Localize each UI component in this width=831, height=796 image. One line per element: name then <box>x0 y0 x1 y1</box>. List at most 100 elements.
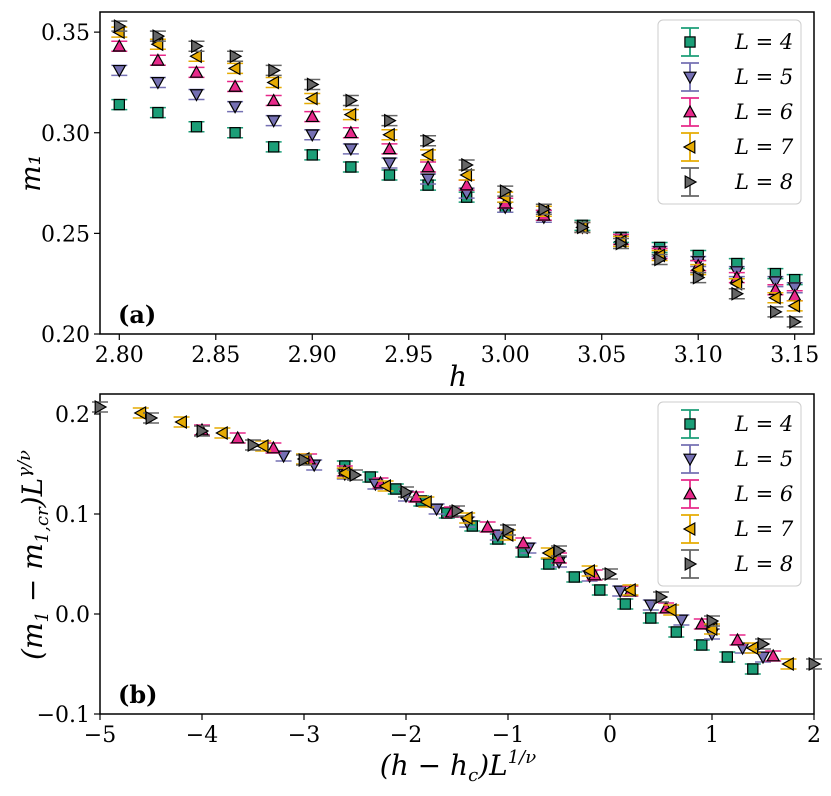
legend-item-3: L = 6 <box>681 479 793 509</box>
data-point <box>670 626 683 638</box>
data-point <box>674 614 689 628</box>
data-point <box>228 79 243 92</box>
panel-a-xtick-label: 2.80 <box>95 343 144 368</box>
data-point <box>459 167 473 183</box>
panel-b-legend-box <box>657 401 802 587</box>
data-point <box>189 65 204 78</box>
panel-a-series-1 <box>111 98 803 286</box>
data-point <box>582 563 596 579</box>
panel-b-xtick-label: −4 <box>186 723 218 748</box>
data-point <box>343 107 357 122</box>
panel-a-xtick-label: 2.90 <box>288 343 337 368</box>
data-point <box>747 663 759 675</box>
data-point <box>152 29 166 44</box>
panel-b-points <box>92 399 822 675</box>
data-point <box>247 437 261 453</box>
data-point <box>113 98 125 111</box>
legend-marker <box>682 139 696 155</box>
data-point <box>499 184 513 199</box>
data-point <box>516 535 531 549</box>
legend-label: L = 7 <box>734 517 794 541</box>
data-point <box>306 77 320 92</box>
panel-a-series-5 <box>111 19 803 329</box>
legend-item-4: L = 7 <box>681 132 794 162</box>
panel-b-ticks: −5 −4 −3 −2 −1 0 1 2 −0.1 0.0 0.1 0.2 <box>37 403 821 748</box>
data-point <box>654 252 667 267</box>
data-point <box>112 38 127 52</box>
panel-b-xlabel: (h − hc)L1/ν <box>380 747 536 786</box>
panel-b-xtick-label: −3 <box>288 723 320 748</box>
panel-b-xtick-label: −2 <box>390 723 422 748</box>
legend-label: L = 5 <box>734 65 793 89</box>
data-point <box>112 64 127 78</box>
data-point <box>215 425 228 441</box>
data-point <box>696 639 708 651</box>
panel-b-legend: L = 4 L = 5 L = 6 L = 7 L = 8 <box>657 401 802 587</box>
data-point <box>553 543 567 559</box>
data-point <box>502 522 516 538</box>
data-point <box>268 63 281 78</box>
panel-b-xtick-label: 1 <box>705 723 719 748</box>
data-point <box>230 430 245 444</box>
data-point <box>345 161 357 173</box>
legend-label: L = 6 <box>734 482 793 506</box>
data-point <box>174 414 187 430</box>
data-point <box>730 632 745 646</box>
panel-a-legend: L = 4 L = 5 L = 6 L = 7 L = 8 <box>657 19 802 205</box>
data-point <box>787 282 802 295</box>
data-point <box>643 599 658 613</box>
legend-marker <box>682 104 698 118</box>
panel-a-frame <box>99 11 815 335</box>
panel-b: −5 −4 −3 −2 −1 0 1 2−0.10.00.10.2 (h − hc)L1/ν … <box>14 393 822 786</box>
legend-marker <box>682 521 696 537</box>
data-point <box>364 471 377 483</box>
data-point <box>400 484 414 500</box>
data-point <box>768 276 783 289</box>
data-point <box>766 648 781 662</box>
data-point <box>451 503 465 519</box>
data-point <box>378 478 391 494</box>
panel-a-ytick-label: 0.35 <box>41 21 90 46</box>
data-point <box>757 636 771 652</box>
data-point <box>594 584 606 596</box>
data-point <box>422 133 436 148</box>
legend-item-2: L = 5 <box>681 62 793 92</box>
panel-a-legend-box <box>657 19 802 205</box>
legend-label: L = 4 <box>734 30 793 54</box>
data-point <box>267 141 280 153</box>
data-point <box>421 173 436 187</box>
data-point <box>706 613 720 629</box>
data-point <box>745 640 759 656</box>
data-point <box>755 651 771 665</box>
panel-b-ytick-label: 0.1 <box>55 503 90 528</box>
panel-a-xtick-label: 3.10 <box>674 343 723 368</box>
panel-a-xlabel: h <box>449 360 467 393</box>
data-point <box>305 109 320 123</box>
panel-b-series-5 <box>92 399 822 672</box>
data-point <box>349 467 363 483</box>
panel-a-ylabel: m₁ <box>14 154 47 192</box>
legend-label: L = 6 <box>734 100 793 124</box>
data-point <box>480 519 495 533</box>
panel-a-xtick-label: 2.85 <box>191 343 240 368</box>
data-point <box>459 177 474 191</box>
panel-a-label: (a) <box>118 300 156 329</box>
panel-b-frame <box>99 393 815 715</box>
panel-b-ytick-label: −0.1 <box>37 703 90 728</box>
data-point <box>623 582 636 598</box>
data-point <box>305 91 318 106</box>
legend-marker <box>682 486 698 500</box>
data-point <box>663 602 677 618</box>
data-point <box>382 157 397 171</box>
legend-label: L = 8 <box>734 170 793 194</box>
legend-marker <box>684 36 696 48</box>
data-point <box>655 589 669 605</box>
legend-item-1: L = 4 <box>681 409 793 439</box>
data-point <box>538 202 552 217</box>
data-point <box>383 169 396 181</box>
data-point <box>461 157 474 172</box>
data-point <box>266 440 281 454</box>
legend-label: L = 7 <box>734 135 794 159</box>
panel-b-xtick-label: 2 <box>807 723 821 748</box>
